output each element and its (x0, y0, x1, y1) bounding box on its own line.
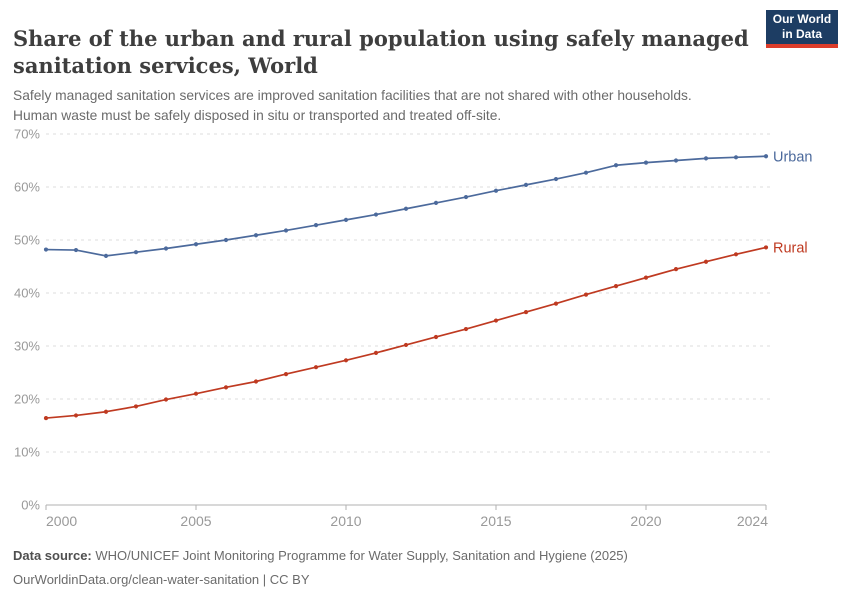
y-gridlines (46, 133, 770, 453)
permalink-line: OurWorldinData.org/clean-water-sanitatio… (13, 568, 837, 592)
y-axis-labels: 0% 10% 20% 30% 40% 50% 60% 70% (14, 127, 40, 513)
data-point (703, 156, 709, 161)
data-point (283, 228, 289, 233)
svg-text:2000: 2000 (46, 513, 77, 529)
x-axis: 2000 2005 2010 2015 2020 2024 (45, 504, 768, 529)
svg-text:2015: 2015 (480, 513, 511, 529)
svg-text:70%: 70% (14, 127, 40, 142)
svg-text:10%: 10% (14, 445, 40, 460)
series-rural[interactable]: Rural (43, 240, 808, 421)
data-point (583, 292, 589, 297)
data-point (553, 301, 559, 306)
data-point (613, 163, 619, 168)
data-point (493, 318, 499, 323)
data-point (733, 252, 739, 257)
data-point (673, 158, 679, 163)
svg-text:30%: 30% (14, 339, 40, 354)
svg-text:40%: 40% (14, 286, 40, 301)
series-line-urban (45, 155, 767, 257)
svg-text:50%: 50% (14, 233, 40, 248)
chart-subtitle: Safely managed sanitation services are i… (13, 86, 833, 127)
data-source-line: Data source: WHO/UNICEF Joint Monitoring… (13, 544, 837, 568)
data-point (763, 154, 769, 159)
data-point (673, 267, 679, 272)
data-point (703, 259, 709, 264)
data-point (643, 160, 649, 165)
data-point (763, 245, 769, 250)
data-point (73, 413, 79, 418)
data-point (163, 397, 169, 402)
data-point (343, 217, 349, 222)
data-point (523, 309, 529, 315)
data-point (253, 233, 259, 238)
data-point (163, 246, 169, 251)
data-point (253, 379, 259, 384)
chart-footer: Data source: WHO/UNICEF Joint Monitoring… (13, 544, 837, 592)
permalink-url[interactable]: OurWorldinData.org/clean-water-sanitatio… (13, 572, 260, 588)
data-point (103, 253, 109, 258)
data-point (133, 404, 139, 409)
data-point (583, 170, 589, 175)
data-point (373, 350, 379, 355)
svg-text:60%: 60% (14, 180, 40, 195)
data-point (433, 334, 439, 340)
data-point (523, 182, 529, 187)
svg-text:20%: 20% (14, 392, 40, 407)
data-source-label: Data source: (13, 548, 92, 563)
series-urban[interactable]: Urban (43, 149, 813, 258)
line-chart-plot-area[interactable]: 0% 10% 20% 30% 40% 50% 60% 70% 2000 2005 2010 2015 2… (0, 118, 850, 540)
data-source-text: WHO/UNICEF Joint Monitoring Programme fo… (95, 548, 628, 563)
data-point (193, 242, 199, 247)
svg-text:2024: 2024 (737, 513, 768, 529)
data-point (613, 284, 619, 289)
line-chart-canvas[interactable]: 0%10%20%30%40%50%60%70%2000 2005 2010 2015 2… (0, 118, 850, 540)
svg-text:2020: 2020 (630, 513, 661, 529)
owid-logo-line2: in Data (781, 27, 822, 41)
chart-subtitle-line2: Human waste must be safely disposed in s… (13, 108, 502, 124)
data-point (73, 247, 79, 253)
data-point (403, 206, 409, 211)
license-badge[interactable]: CC BY (269, 572, 310, 588)
data-point (493, 188, 499, 193)
data-point (193, 391, 199, 396)
data-point (103, 409, 109, 414)
chart-title: Share of the urban and rural population … (13, 26, 749, 78)
data-point (403, 342, 409, 348)
data-point (313, 223, 319, 228)
data-point (223, 237, 229, 243)
svg-text:2010: 2010 (330, 513, 361, 529)
data-point (43, 415, 49, 421)
license-separator: | (259, 572, 270, 588)
data-point (463, 326, 469, 332)
series-line-rural (45, 246, 767, 419)
data-point (373, 212, 379, 217)
data-point (733, 155, 739, 160)
data-point (643, 275, 649, 280)
data-point (553, 176, 559, 182)
series-end-label-urban[interactable]: Urban (773, 149, 813, 165)
svg-text:0%: 0% (21, 498, 40, 513)
svg-text:2005: 2005 (180, 513, 211, 529)
owid-logo-line1: Our World (772, 12, 832, 26)
data-point (223, 385, 229, 390)
chart-subtitle-line1: Safely managed sanitation services are i… (13, 87, 692, 103)
data-point (433, 200, 439, 205)
data-point (343, 358, 349, 363)
owid-logo[interactable]: Our World in Data (766, 10, 838, 48)
series-end-label-rural[interactable]: Rural (773, 240, 808, 256)
data-point (43, 247, 49, 252)
data-point (313, 365, 319, 370)
data-point (463, 194, 469, 200)
data-point (283, 371, 289, 377)
data-point (133, 250, 139, 255)
